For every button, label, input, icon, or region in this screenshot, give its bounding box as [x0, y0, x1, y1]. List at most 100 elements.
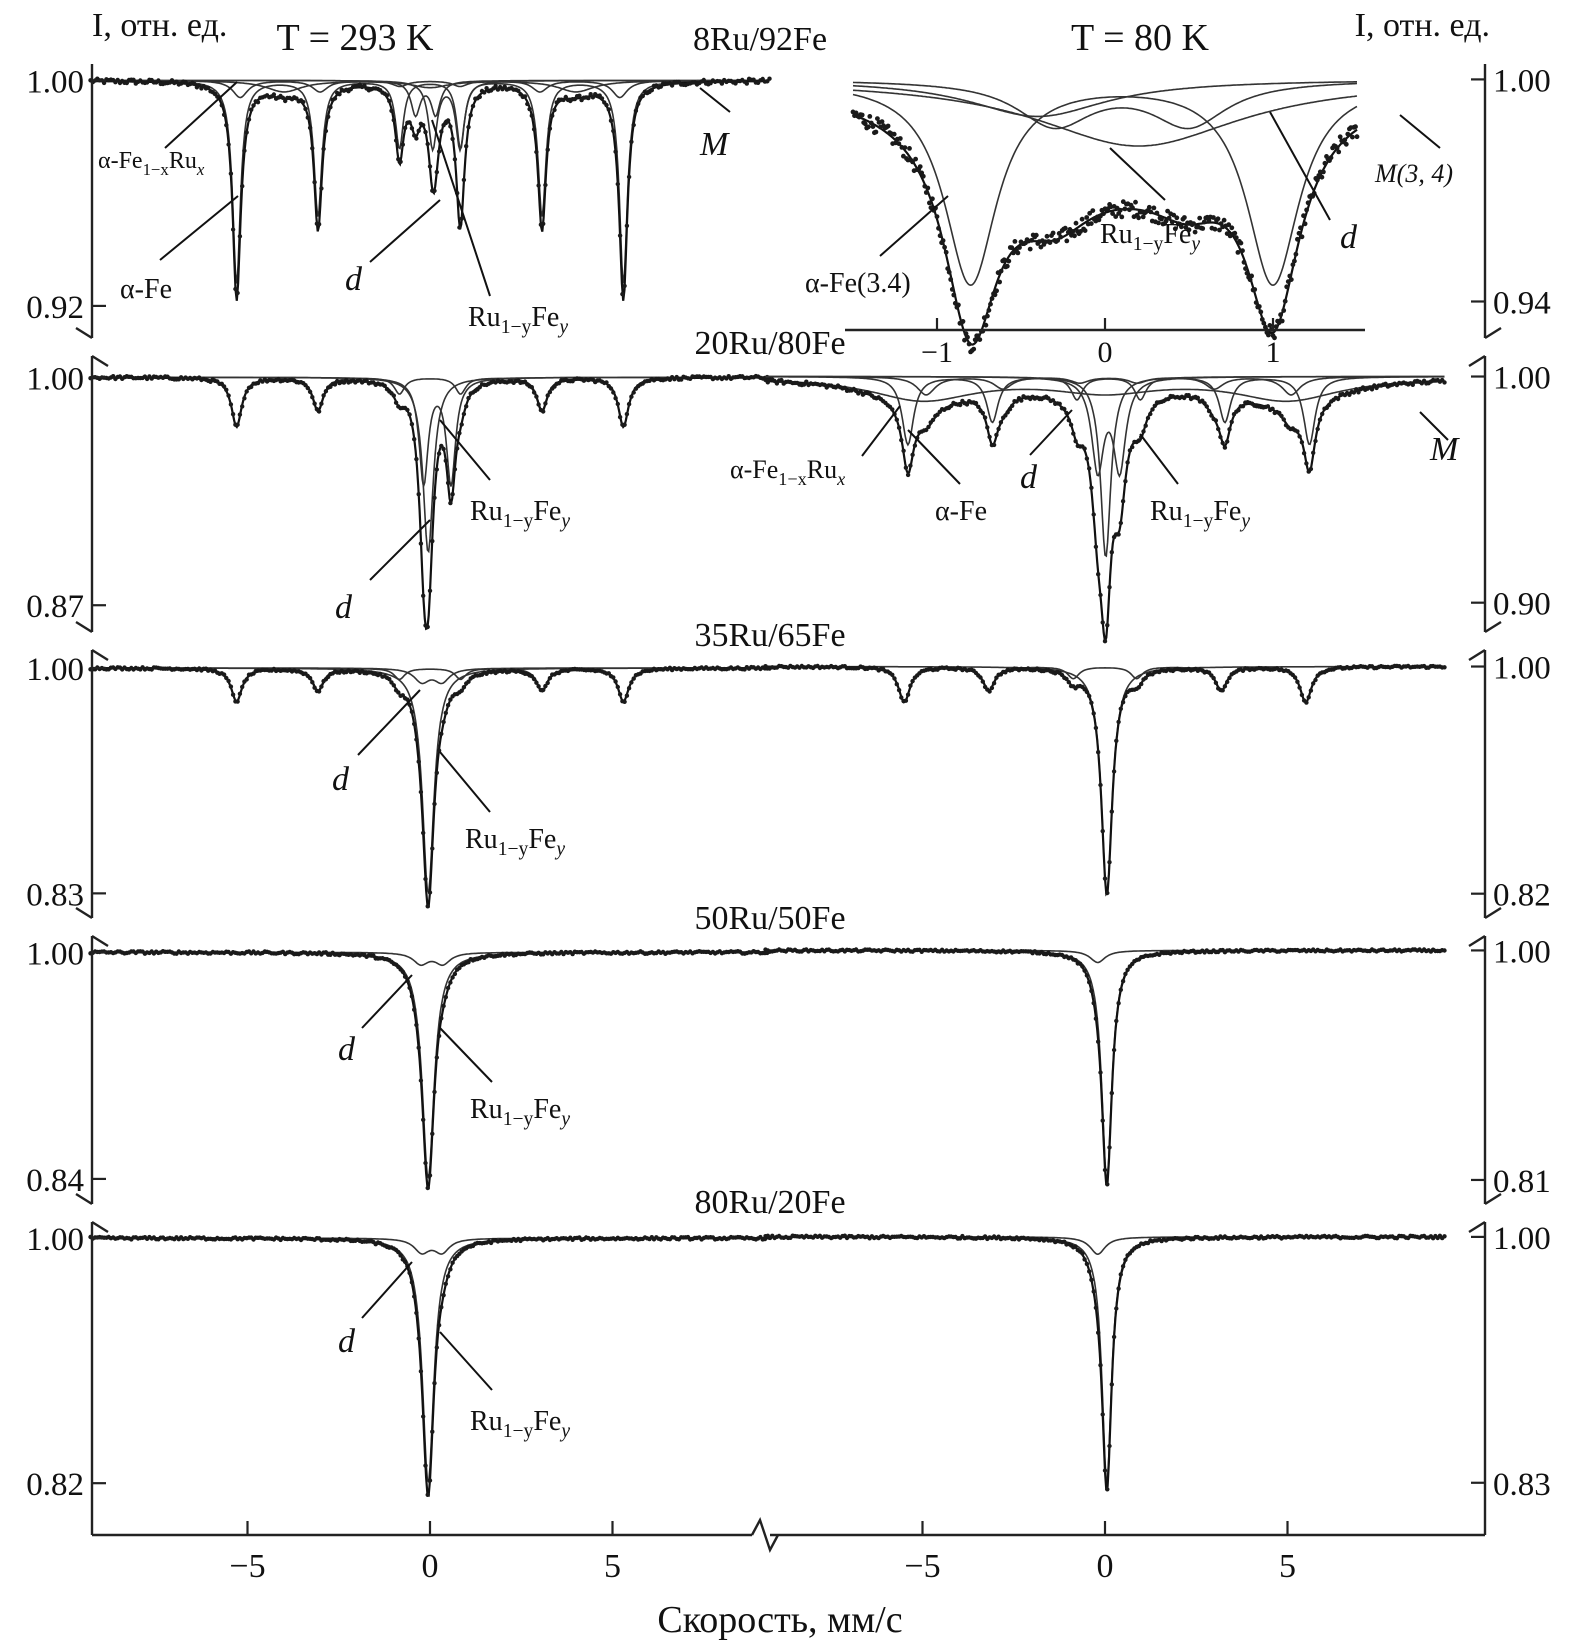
data-point	[1304, 700, 1309, 705]
data-point	[894, 417, 899, 422]
data-point	[1091, 512, 1096, 517]
data-point	[971, 346, 977, 352]
data-point	[859, 112, 865, 118]
data-point	[631, 122, 636, 128]
data-point	[604, 102, 609, 108]
annotation-label: α-Fe1−xRux	[98, 148, 205, 179]
data-point	[867, 114, 873, 119]
data-point	[980, 679, 985, 684]
data-point	[414, 456, 419, 462]
data-point	[312, 401, 317, 406]
data-point	[1116, 719, 1121, 725]
data-point	[1221, 217, 1227, 223]
data-point	[1281, 417, 1287, 422]
data-point	[436, 1323, 442, 1328]
data-point	[235, 290, 240, 296]
data-point	[1302, 221, 1308, 227]
data-point	[1096, 217, 1102, 223]
data-point	[1118, 1272, 1124, 1277]
data-point	[319, 401, 324, 406]
inset-x-tick-label: −1	[921, 336, 953, 369]
data-point	[1087, 980, 1092, 985]
data-point	[1120, 1264, 1126, 1269]
y-tick-label: 1.00	[26, 1222, 84, 1258]
data-point	[1109, 809, 1115, 814]
data-point	[531, 676, 537, 682]
data-point	[550, 113, 555, 118]
annotation-label: Ru1−yFey	[468, 302, 568, 338]
data-point	[897, 136, 903, 141]
data-point	[1279, 318, 1285, 324]
annotation-label: d	[1020, 459, 1038, 496]
data-point	[1235, 250, 1241, 255]
y-tick-label: 0.81	[1493, 1164, 1551, 1200]
data-point	[529, 113, 534, 118]
data-point	[962, 337, 967, 343]
data-point	[1109, 550, 1115, 555]
data-point	[459, 422, 464, 427]
data-point	[913, 156, 918, 162]
data-point	[972, 337, 978, 343]
data-point	[412, 1007, 417, 1012]
data-point	[156, 78, 161, 83]
data-point	[541, 409, 546, 414]
data-point	[389, 108, 394, 114]
data-point	[425, 141, 430, 147]
data-point	[1278, 312, 1283, 318]
component-ru1−yfey-line	[90, 951, 770, 1180]
data-point	[1288, 277, 1294, 282]
data-point	[326, 114, 331, 120]
data-point	[398, 1253, 403, 1258]
data-point	[767, 76, 772, 81]
data-point	[443, 710, 448, 716]
data-point	[617, 414, 623, 420]
data-point	[1321, 169, 1326, 175]
data-point	[1093, 544, 1099, 549]
data-point	[1096, 750, 1101, 755]
x-tick-label: −5	[904, 1548, 940, 1585]
data-point	[312, 180, 317, 185]
data-point	[1225, 439, 1230, 444]
data-point	[445, 118, 451, 123]
data-point	[1297, 685, 1302, 690]
data-point	[432, 1089, 437, 1095]
data-point	[1064, 238, 1070, 244]
component-α-fe-line	[765, 665, 1445, 704]
data-point	[1105, 890, 1110, 896]
data-point	[1087, 1269, 1092, 1274]
annotation-label: Ru1−yFey	[465, 824, 565, 860]
data-point	[626, 401, 632, 407]
data-point	[450, 1260, 455, 1265]
data-point	[1192, 229, 1198, 235]
data-point	[1315, 426, 1320, 432]
data-point	[894, 682, 899, 687]
data-point	[1442, 1234, 1447, 1239]
sample-title: 35Ru/65Fe	[694, 617, 845, 654]
data-point	[1072, 233, 1077, 239]
annotation-callout-line	[1419, 411, 1449, 441]
data-point	[534, 680, 539, 685]
data-point	[400, 969, 405, 974]
y-axis-break-mark	[91, 354, 109, 368]
data-point	[1114, 738, 1119, 743]
data-point	[1326, 402, 1332, 408]
data-point	[1130, 444, 1135, 450]
annotation-label: d	[335, 589, 353, 626]
data-point	[477, 94, 482, 100]
data-point	[1306, 695, 1311, 700]
data-point	[400, 693, 405, 698]
data-point	[221, 672, 227, 677]
data-point	[917, 164, 923, 170]
data-point	[1082, 968, 1087, 973]
component-α-fe-line	[90, 80, 770, 284]
data-point	[235, 422, 240, 427]
data-point	[470, 103, 476, 109]
data-point	[1304, 461, 1309, 466]
data-point	[1056, 231, 1062, 236]
data-point	[430, 1429, 435, 1434]
sample-title: 50Ru/50Fe	[694, 900, 845, 937]
data-point	[1089, 988, 1094, 994]
component-d-line	[90, 376, 770, 554]
data-point	[905, 472, 911, 478]
data-point	[1101, 211, 1106, 217]
